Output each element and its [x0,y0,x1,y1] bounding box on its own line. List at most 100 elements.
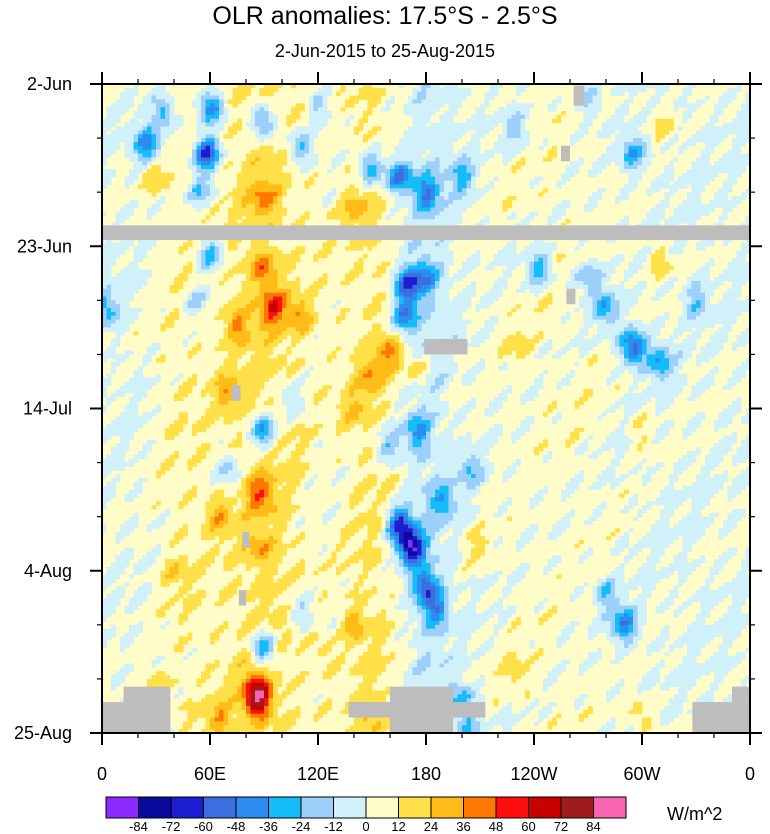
heatmap-cell [205,118,211,124]
heatmap-cell [601,315,607,321]
heatmap-cell [718,188,724,193]
heatmap-cell [444,288,449,293]
heatmap-cell [421,196,427,201]
heatmap-cell [381,168,386,174]
heatmap-cell [300,157,305,162]
heatmap-cell [439,304,445,309]
heatmap-cell [732,269,737,274]
heatmap-cell [430,300,436,305]
heatmap-cell [264,246,269,251]
heatmap-cell [390,323,395,328]
heatmap-cell [444,277,449,282]
heatmap-cell [565,203,571,209]
heatmap-cell [475,188,481,193]
heatmap-cell [660,172,665,178]
heatmap-cell [696,211,701,216]
heatmap-cell [255,223,260,228]
heatmap-cell [340,107,346,112]
heatmap-cell [507,257,512,263]
heatmap-cell [439,246,445,251]
heatmap-cell [466,118,472,124]
heatmap-cell [588,199,593,205]
heatmap-cell [651,261,656,266]
heatmap-cell [619,223,625,228]
heatmap-cell [268,130,274,135]
heatmap-cell [205,91,211,96]
heatmap-cell [151,176,157,181]
heatmap-cell [142,138,148,143]
heatmap-cell [466,199,472,205]
heatmap-cell [165,95,170,100]
heatmap-cell [291,130,296,135]
heatmap-cell [106,118,112,124]
heatmap-cell [682,95,688,100]
heatmap-cell [453,300,458,305]
heatmap-cell [700,292,706,297]
heatmap-cell [394,323,400,328]
heatmap-cell [597,84,602,89]
heatmap-cell [138,168,143,174]
heatmap-cell [169,319,175,324]
heatmap-cell [408,246,413,251]
heatmap-cell [660,323,665,328]
heatmap-cell [408,296,413,301]
heatmap-cell [201,292,206,297]
heatmap-cell [696,161,701,166]
heatmap-cell [673,215,679,220]
heatmap-cell [304,308,310,313]
heatmap-cell [129,118,134,124]
heatmap-cell [561,199,566,205]
heatmap-cell [421,107,427,112]
heatmap-cell [390,184,395,189]
heatmap-cell [655,288,661,293]
heatmap-cell [610,153,616,158]
heatmap-cell [286,172,292,178]
heatmap-cell [376,308,382,313]
heatmap-cell [417,199,422,205]
heatmap-cell [399,188,404,193]
heatmap-cell [133,261,139,266]
heatmap-cell [318,118,323,124]
heatmap-cell [619,319,625,324]
heatmap-cell [237,327,242,332]
heatmap-cell [102,304,107,309]
heatmap-cell [597,188,602,193]
heatmap-cell [142,145,148,151]
heatmap-cell [205,180,211,185]
heatmap-cell [439,273,445,278]
heatmap-cell [516,103,521,108]
heatmap-cell [700,203,706,209]
heatmap-cell [471,172,476,178]
heatmap-cell [219,338,224,344]
heatmap-cell [345,203,350,209]
heatmap-cell [286,288,292,293]
heatmap-cell [268,180,274,185]
heatmap-cell [637,331,643,336]
heatmap-cell [444,87,449,93]
heatmap-cell [534,281,539,286]
heatmap-cell [489,126,494,131]
heatmap-cell [160,172,166,178]
heatmap-cell [187,242,193,247]
heatmap-cell [525,134,530,139]
heatmap-cell [475,149,481,154]
heatmap-cell [637,319,643,324]
heatmap-cell [588,265,593,270]
heatmap-cell [547,273,553,278]
heatmap-cell [349,188,355,193]
heatmap-cell [736,284,742,290]
heatmap-cell [277,219,283,224]
heatmap-cell [628,338,634,344]
heatmap-cell [678,319,683,324]
heatmap-cell [696,130,701,135]
heatmap-cell [169,122,175,127]
heatmap-cell [687,335,692,340]
heatmap-cell [583,292,589,297]
heatmap-cell [250,273,256,278]
heatmap-cell [453,308,458,313]
heatmap-cell [367,165,373,170]
heatmap-cell [282,207,287,212]
heatmap-cell [426,145,431,151]
heatmap-cell [394,335,400,340]
heatmap-cell [219,118,224,124]
